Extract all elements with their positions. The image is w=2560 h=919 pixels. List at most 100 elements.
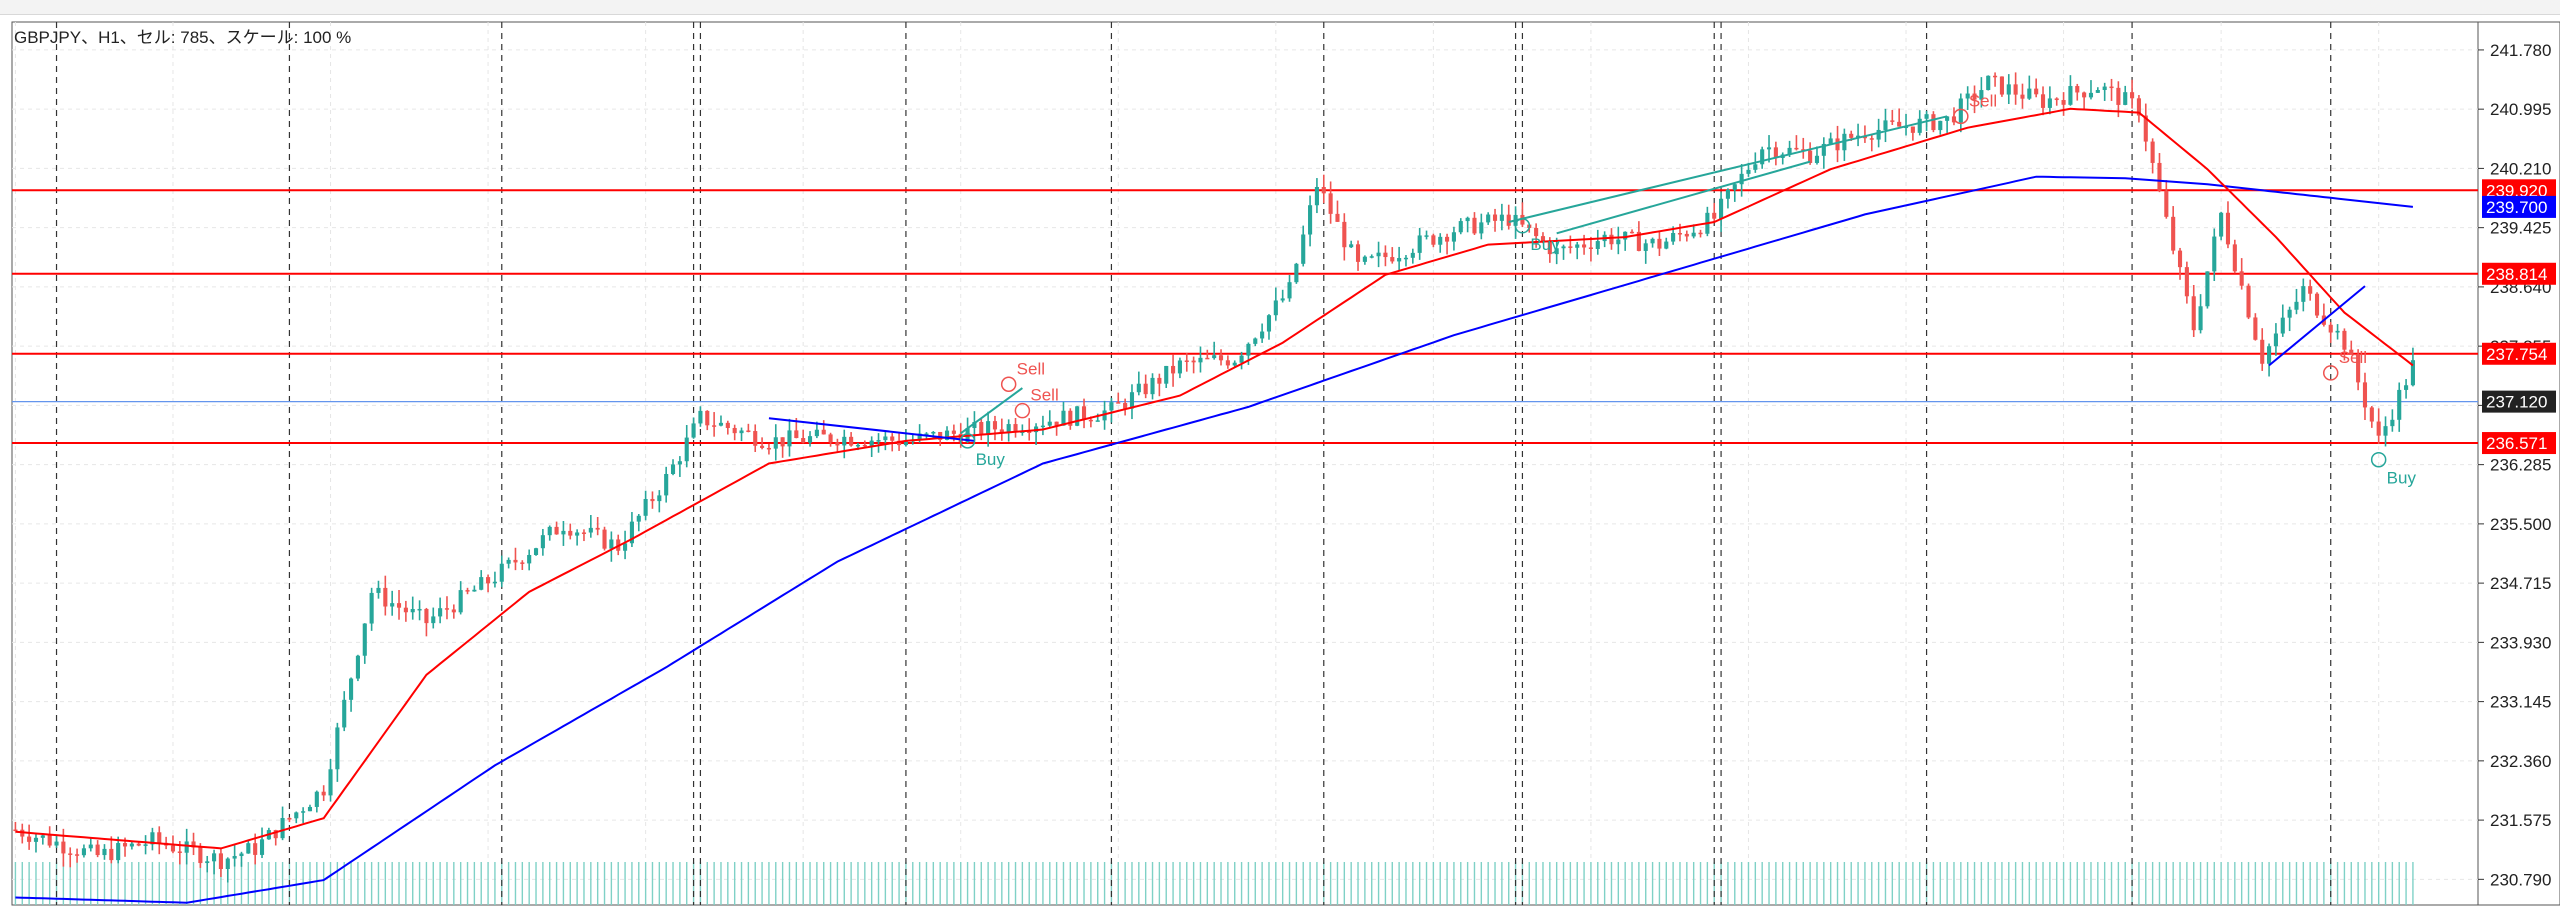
candle-body: [328, 769, 333, 796]
trendline: [768, 417, 975, 442]
candle-body: [705, 410, 710, 426]
candle-body: [1171, 365, 1176, 374]
candle-body: [883, 436, 888, 441]
candle-body: [1424, 235, 1429, 237]
candle-body: [424, 608, 429, 624]
candle-body: [1698, 232, 1703, 235]
candle-body: [1938, 120, 1943, 131]
candle-body: [739, 430, 744, 434]
candle-body: [1739, 173, 1744, 185]
candle-body: [568, 530, 573, 536]
candle-body: [2006, 84, 2011, 95]
candle-body: [301, 811, 306, 813]
candle-body: [664, 474, 669, 496]
candle-body: [2260, 339, 2265, 364]
candle-body: [1999, 76, 2004, 95]
candle-body: [972, 422, 977, 429]
hline-price-tag: 237.754: [2486, 345, 2547, 364]
signal-marker: [2322, 365, 2339, 381]
candle-body: [1376, 252, 1381, 257]
candle-body: [760, 445, 765, 448]
trendline: [1508, 115, 1948, 223]
candle-body: [253, 843, 258, 855]
candle-body: [2034, 88, 2039, 95]
candle-body: [1588, 247, 1593, 249]
candle-body: [68, 853, 73, 855]
candle-body: [2061, 100, 2066, 105]
candle-body: [513, 559, 518, 563]
candle-body: [157, 832, 162, 843]
candle-body: [1150, 377, 1155, 395]
candle-body: [1506, 214, 1511, 226]
candle-body: [143, 844, 148, 846]
candle-body: [835, 442, 840, 446]
candle-body: [1945, 116, 1950, 121]
candle-body: [2219, 212, 2224, 237]
candle-body: [2198, 306, 2203, 331]
candle-body: [355, 655, 360, 679]
candle-body: [1629, 231, 1635, 234]
candle-body: [1136, 383, 1141, 393]
candle-body: [766, 447, 771, 450]
candle-body: [2404, 385, 2409, 390]
candle-body: [287, 818, 292, 820]
chart-title: GBPJPY、H1、セル: 785、スケール: 100 %: [14, 28, 351, 47]
candle-body: [314, 791, 319, 807]
candle-body: [2232, 244, 2237, 272]
candle-body: [520, 562, 525, 564]
candle-body: [1616, 239, 1621, 245]
candle-body: [753, 431, 758, 446]
candle-body: [1054, 421, 1059, 426]
axis-tick-label: 241.780: [2490, 41, 2551, 60]
candle-body: [794, 430, 799, 439]
candle-body: [1006, 424, 1011, 433]
candle-body: [780, 437, 785, 447]
candle-body: [2267, 346, 2272, 364]
candle-body: [1075, 406, 1080, 426]
candle-body: [1582, 244, 1587, 248]
candle-body: [1164, 365, 1169, 384]
candle-body: [1403, 257, 1409, 260]
candle-body: [1061, 410, 1066, 426]
period-separators: [55, 22, 2332, 905]
candle-body: [2308, 286, 2313, 294]
candle-body: [2191, 296, 2196, 331]
candle-body: [273, 830, 278, 839]
candle-body: [1040, 425, 1045, 428]
candle-body: [2212, 236, 2217, 272]
candle-body: [1568, 246, 1573, 248]
candle-body: [2116, 87, 2121, 105]
candle-body: [1849, 133, 1854, 138]
hline-price-tag-bg: [2482, 179, 2556, 202]
candle-body: [184, 841, 189, 853]
candle-body: [95, 844, 100, 856]
candle-body: [931, 431, 936, 434]
candle-body: [1712, 212, 1717, 219]
signal-label: Buy: [976, 450, 1006, 469]
candle-body: [575, 532, 580, 536]
candle-body: [1520, 214, 1525, 225]
candle-body: [1965, 93, 1970, 99]
candle-body: [1465, 217, 1470, 222]
candle-body: [1294, 263, 1299, 283]
candle-body: [1924, 114, 1929, 119]
candle-body: [417, 608, 422, 611]
candle-body: [102, 848, 107, 856]
candle-body: [842, 436, 847, 446]
candle-body: [1445, 236, 1450, 242]
candle-body: [862, 444, 867, 447]
ma-slow-tag-bg: [2482, 195, 2556, 218]
candle-body: [1664, 241, 1669, 249]
candle-body: [232, 856, 237, 859]
current-price-tag: 237.120: [2486, 393, 2547, 412]
candle-body: [465, 590, 470, 592]
candle-body: [335, 727, 340, 770]
candle-body: [2082, 92, 2087, 98]
candle-body: [47, 835, 52, 846]
candle-body: [2349, 349, 2354, 355]
candle-body: [1266, 315, 1272, 332]
candle-body: [1369, 256, 1374, 258]
candle-body: [801, 438, 806, 443]
candle-body: [1835, 138, 1840, 151]
